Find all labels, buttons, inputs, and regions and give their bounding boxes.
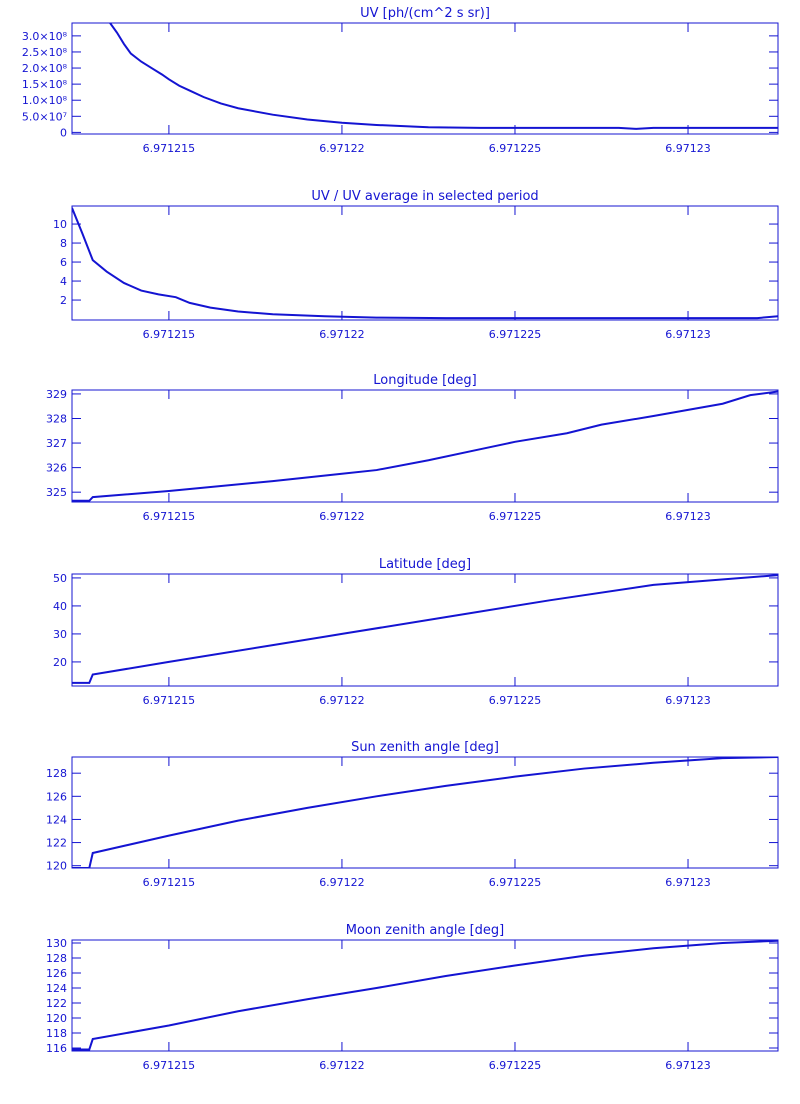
data-line (72, 940, 778, 1051)
x-tick-label: 6.97122 (319, 328, 365, 341)
y-tick-label: 6 (60, 256, 67, 269)
x-tick-label: 6.971215 (143, 1059, 196, 1072)
x-tick-label: 6.971215 (143, 510, 196, 523)
data-line (72, 574, 778, 684)
plot-frame (71, 389, 779, 503)
y-tick-label: 50 (53, 572, 67, 585)
y-tick-label: 329 (46, 388, 67, 401)
x-tick-label: 6.97123 (665, 142, 711, 155)
x-tick-label: 6.97123 (665, 1059, 711, 1072)
x-tick-label: 6.971215 (143, 142, 196, 155)
x-tick-label: 6.971215 (143, 328, 196, 341)
y-tick-label: 5.0×10⁷ (22, 110, 67, 123)
y-tick-label: 30 (53, 628, 67, 641)
x-tick-label: 6.971225 (489, 510, 542, 523)
y-tick-label: 128 (46, 767, 67, 780)
y-tick-label: 118 (46, 1027, 67, 1040)
y-tick-label: 325 (46, 486, 67, 499)
y-tick-label: 2.5×10⁸ (22, 46, 68, 59)
y-tick-label: 122 (46, 997, 67, 1010)
y-tick-label: 120 (46, 860, 67, 873)
data-line (109, 23, 778, 130)
y-tick-label: 328 (46, 412, 67, 425)
y-tick-label: 1.0×10⁸ (22, 94, 68, 107)
y-tick-label: 128 (46, 952, 67, 965)
plot-frame (71, 205, 779, 321)
panel: Sun zenith angle [deg] 6.971215 6.97122 6.9… (46, 740, 779, 889)
plot-frame (71, 573, 779, 687)
y-tick-label: 3.0×10⁸ (22, 30, 68, 43)
panel: UV / UV average in selected period 6.9712… (53, 189, 779, 341)
panel-title: UV [ph/(cm^2 s sr)] (360, 6, 490, 21)
y-tick-label: 124 (46, 813, 67, 826)
plot-frame (71, 939, 779, 1052)
y-tick-label: 40 (53, 600, 67, 613)
x-tick-label: 6.97122 (319, 694, 365, 707)
y-tick-label: 10 (53, 218, 67, 231)
data-line (72, 207, 778, 320)
panel: Latitude [deg] 6.971215 6.97122 6.971225 6.9… (53, 557, 779, 707)
y-tick-label: 124 (46, 982, 67, 995)
y-tick-label: 4 (60, 275, 67, 288)
y-tick-label: 1.5×10⁸ (22, 78, 68, 91)
panel-title: Longitude [deg] (373, 373, 476, 388)
y-tick-label: 2 (60, 294, 67, 307)
data-line (72, 390, 778, 502)
x-tick-label: 6.97122 (319, 1059, 365, 1072)
plot-frame (71, 756, 779, 869)
x-tick-label: 6.971225 (489, 142, 542, 155)
y-tick-label: 122 (46, 837, 67, 850)
y-tick-label: 2.0×10⁸ (22, 62, 68, 75)
x-tick-label: 6.97122 (319, 510, 365, 523)
x-tick-label: 6.97123 (665, 328, 711, 341)
x-tick-label: 6.971225 (489, 694, 542, 707)
x-tick-label: 6.97122 (319, 142, 365, 155)
panel: UV [ph/(cm^2 s sr)] 6.971215 6.97122 6.9712… (22, 6, 779, 155)
y-tick-label: 116 (46, 1042, 67, 1055)
y-tick-label: 326 (46, 462, 67, 475)
panel-title: Moon zenith angle [deg] (346, 923, 504, 938)
x-tick-label: 6.971225 (489, 328, 542, 341)
plot-frame (71, 22, 779, 135)
panel: Longitude [deg] 6.971215 6.97122 6.971225 6.… (46, 373, 779, 523)
x-tick-label: 6.971225 (489, 876, 542, 889)
y-tick-label: 126 (46, 790, 67, 803)
y-tick-label: 8 (60, 237, 67, 250)
y-tick-label: 327 (46, 437, 67, 450)
x-tick-label: 6.97123 (665, 876, 711, 889)
y-tick-label: 126 (46, 967, 67, 980)
x-tick-label: 6.97123 (665, 694, 711, 707)
panel-title: Sun zenith angle [deg] (351, 740, 499, 755)
panel-title: Latitude [deg] (379, 557, 471, 572)
y-tick-label: 120 (46, 1012, 67, 1025)
x-tick-label: 6.971215 (143, 694, 196, 707)
y-tick-label: 0 (60, 126, 67, 139)
y-tick-label: 130 (46, 937, 67, 950)
data-line (72, 757, 778, 868)
y-tick-label: 20 (53, 656, 67, 669)
x-tick-label: 6.971215 (143, 876, 196, 889)
x-tick-label: 6.97122 (319, 876, 365, 889)
x-tick-label: 6.97123 (665, 510, 711, 523)
x-tick-label: 6.971225 (489, 1059, 542, 1072)
panel-title: UV / UV average in selected period (311, 189, 538, 204)
panel: Moon zenith angle [deg] 6.971215 6.97122 6.… (46, 923, 779, 1072)
